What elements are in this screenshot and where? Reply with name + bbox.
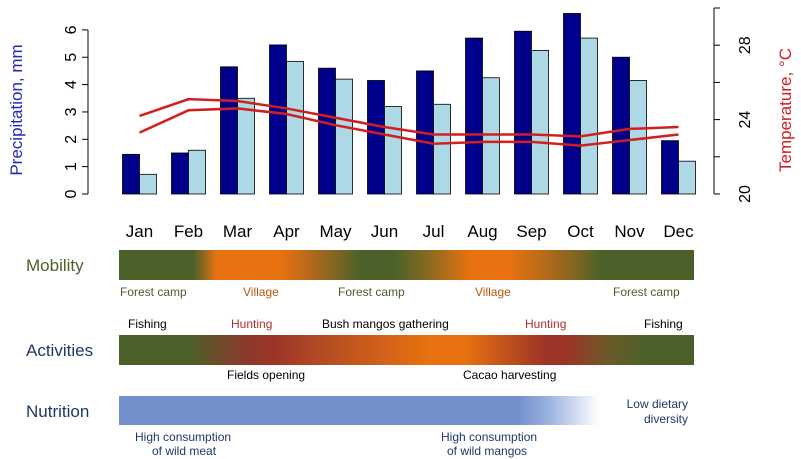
precipitation-axis: 0 1 2 3 4 5 6: [63, 25, 89, 198]
activity-label-fishing: Fishing: [128, 317, 167, 331]
bar-oct-2: [580, 37, 598, 195]
bar-sep-1: [514, 30, 532, 195]
bar-may-1: [318, 67, 336, 195]
bar-jan-1: [122, 153, 140, 195]
y-tick-label: 4: [63, 80, 80, 89]
nutrition-band: [119, 396, 599, 425]
y-tick-label: 5: [63, 53, 80, 62]
bar-mar-2: [237, 97, 255, 195]
activities-title: Activities: [26, 341, 94, 360]
temperature-axis: 20 24 28: [713, 7, 754, 203]
bar-may-2: [335, 78, 353, 195]
activity-label-hunting: Hunting: [231, 317, 273, 331]
mobility-band: [119, 250, 694, 280]
nutrition-title: Nutrition: [26, 402, 90, 421]
climate-chart: 0 1 2 3 4 5 6 20 24 28 Jan Feb Mar Apr May Jun Jul Aug S…: [7, 7, 795, 241]
activity-label-hunting: Hunting: [525, 317, 567, 331]
bar-dec-2: [678, 160, 696, 195]
month-label-jan: Jan: [126, 222, 153, 241]
month-label-jun: Jun: [371, 222, 398, 241]
mobility-title: Mobility: [26, 256, 84, 275]
month-label-feb: Feb: [174, 222, 203, 241]
bar-oct-1: [563, 13, 581, 195]
bar-feb-2: [188, 149, 206, 195]
bar-jun-1: [367, 80, 385, 195]
mobility-label-forest-camp: Forest camp: [120, 285, 187, 299]
bar-mar-1: [220, 66, 238, 195]
y2-tick-label: 28: [737, 36, 754, 54]
month-label-oct: Oct: [567, 222, 594, 241]
y2-axis-label: Temperature, °C: [776, 48, 795, 172]
y-tick-label: 3: [63, 107, 80, 116]
bar-jan-2: [139, 173, 157, 195]
y2-tick-label: 20: [737, 185, 754, 203]
y-tick-label: 1: [63, 162, 80, 171]
activity-label-bush-mangos: Bush mangos gathering: [322, 317, 449, 331]
month-label-apr: Apr: [273, 222, 300, 241]
y-tick-label: 6: [63, 25, 80, 34]
y-tick-label: 0: [63, 189, 80, 198]
month-label-nov: Nov: [614, 222, 645, 241]
mobility-label-forest-camp: Forest camp: [338, 285, 405, 299]
bar-jun-2: [384, 106, 402, 195]
activities-band: [119, 335, 694, 365]
month-label-dec: Dec: [663, 222, 694, 241]
nutrition-wild-mangos-line2: of wild mangos: [447, 444, 528, 458]
month-label-sep: Sep: [516, 222, 546, 241]
activity-label-fishing: Fishing: [644, 317, 683, 331]
month-label-aug: Aug: [467, 222, 497, 241]
nutrition-wild-mangos-line1: High consumption: [441, 430, 538, 444]
nutrition-low-diversity-line1: Low dietary: [626, 397, 688, 411]
bar-dec-1: [661, 140, 679, 195]
bar-apr-2: [286, 60, 304, 195]
bar-jul-2: [433, 103, 451, 195]
activity-label-cacao-harvesting: Cacao harvesting: [463, 368, 557, 382]
temperature-line-1: [139, 97, 679, 138]
bar-aug-1: [465, 37, 483, 195]
y-axis-label: Precipitation, mm: [7, 44, 26, 175]
nutrition-low-diversity-line2: diversity: [643, 412, 688, 426]
mobility-label-village: Village: [475, 285, 511, 299]
month-label-jul: Jul: [423, 222, 445, 241]
y2-tick-label: 24: [737, 111, 754, 129]
nutrition-wild-meat-line2: of wild meat: [152, 444, 217, 458]
activity-label-fields-opening: Fields opening: [227, 368, 306, 382]
bar-feb-1: [171, 152, 189, 195]
temperature-line-2: [138, 107, 679, 147]
month-label-may: May: [319, 222, 352, 241]
bar-sep-2: [531, 49, 549, 195]
month-label-mar: Mar: [223, 222, 253, 241]
month-labels: Jan Feb Mar Apr May Jun Jul Aug Sep Oct Nov Dec: [126, 222, 694, 241]
temperature-lines: [138, 97, 679, 147]
bar-apr-1: [269, 44, 287, 195]
bar-aug-2: [482, 77, 500, 195]
y-tick-label: 2: [63, 135, 80, 144]
mobility-label-forest-camp: Forest camp: [613, 285, 680, 299]
nutrition-wild-meat-line1: High consumption: [135, 430, 232, 444]
bar-nov-1: [612, 56, 630, 195]
mobility-label-village: Village: [243, 285, 279, 299]
precipitation-bars: [122, 13, 696, 195]
